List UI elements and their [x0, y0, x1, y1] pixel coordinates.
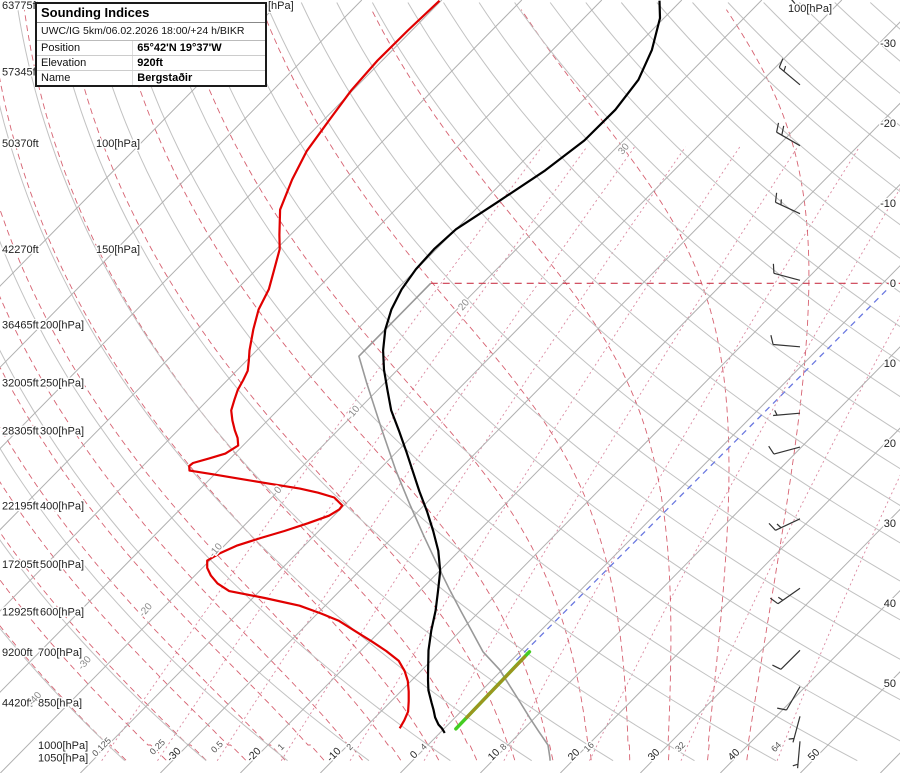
altitude-label: 63775ft — [2, 0, 39, 12]
temperature-curve — [382, 0, 662, 734]
altitude-label: 17205ft — [2, 559, 39, 571]
info-row-label: Position — [37, 41, 134, 56]
adiabat-label: 10 — [347, 403, 363, 419]
info-row-value: 920ft — [132, 55, 265, 71]
wind-barb — [768, 518, 801, 531]
pressure-label: 1050[hPa] — [38, 753, 88, 765]
wind-barb — [777, 686, 801, 711]
adiabat-label: 30 — [616, 141, 632, 157]
altitude-label: 12925ft — [2, 606, 39, 618]
wind-barb — [768, 445, 801, 455]
info-row-value: 65°42'N 19°37'W — [132, 41, 265, 56]
axis-labels-left: 63775ft [hPa] 57345ft 50370ft 100[hPa] 42270f… — [1, 0, 296, 766]
wind-barb — [778, 58, 801, 86]
mixing-ratio-label: 0.25 — [148, 737, 167, 756]
pressure-label: 600[hPa] — [40, 606, 84, 618]
wind-barb — [792, 741, 801, 769]
wind-barb — [788, 716, 801, 743]
pressure-label: 200[hPa] — [40, 319, 84, 331]
right-temp-label: 20 — [884, 438, 896, 450]
info-row-label: Name — [37, 70, 134, 85]
bottom-temp-label: -20 — [244, 745, 263, 764]
altitude-label: 36465ft — [2, 319, 39, 331]
right-temp-label: 50 — [884, 678, 896, 690]
mixing-ratio-label: 64 — [769, 740, 783, 754]
dewpoint-curve — [188, 0, 441, 729]
pressure-label: 850[hPa] — [38, 698, 82, 710]
altitude-label: 28305ft — [2, 425, 39, 437]
altitude-label: 42270ft — [2, 244, 39, 256]
pressure-label: 250[hPa] — [40, 378, 84, 390]
altitude-label: 4420ft — [2, 698, 33, 710]
pressure-label: 100[hPa] — [96, 138, 140, 150]
info-row: Position 65°42'N 19°37'W — [37, 41, 265, 56]
wind-barb — [770, 335, 801, 348]
right-temp-label: -20 — [880, 118, 896, 130]
pressure-label: 1000[hPa] — [38, 740, 88, 752]
wind-barb — [776, 122, 801, 147]
bottom-temp-label: 20 — [566, 746, 583, 763]
right-temp-label: 30 — [884, 518, 896, 530]
wind-barb — [773, 410, 801, 417]
bottom-temp-label: 40 — [726, 746, 743, 763]
mixing-ratio-label: 1 — [276, 742, 287, 753]
axis-labels-bottom: -30 -20 -10 0 10 20 30 40 50 — [163, 744, 824, 766]
wind-barb — [772, 263, 801, 281]
model-run-line: UWC/IG 5km/06.02.2026 18:00/+24 h/BIKR — [37, 23, 265, 41]
right-temp-label: -10 — [880, 198, 896, 210]
sounding-indices-panel: Sounding Indices UWC/IG 5km/06.02.2026 1… — [35, 2, 267, 87]
altitude-label: 32005ft — [2, 378, 39, 390]
right-temp-label: 0 — [890, 278, 896, 290]
pressure-label: 300[hPa] — [40, 425, 84, 437]
panel-title: Sounding Indices — [37, 4, 265, 23]
station-info-table: Position 65°42'N 19°37'W Elevation 920ft Nam… — [37, 41, 265, 85]
info-row: Name Bergstaðir — [37, 70, 265, 85]
pressure-label: 500[hPa] — [40, 559, 84, 571]
pressure-column-label: 100[hPa] — [788, 3, 832, 15]
wind-barb — [774, 192, 801, 215]
bottom-temp-label: 50 — [806, 746, 823, 763]
mixing-ratio-grid — [101, 146, 900, 761]
pressure-label: 700[hPa] — [38, 647, 82, 659]
right-temp-label: 10 — [884, 358, 896, 370]
right-temp-label: 40 — [884, 598, 896, 610]
axis-labels-right: -30 -20 -10 0 10 20 30 40 50 — [879, 37, 898, 692]
moist-adiabat-grid — [0, 9, 810, 761]
info-row-label: Elevation — [37, 55, 134, 71]
right-temp-label: -30 — [880, 38, 896, 50]
wind-barb — [791, 0, 801, 10]
altitude-label: 57345ft — [2, 66, 39, 78]
adiabat-label: 20 — [456, 297, 472, 313]
altitude-label: 50370ft — [2, 138, 39, 150]
pressure-label: 400[hPa] — [40, 500, 84, 512]
bottom-temp-label: 10 — [486, 746, 503, 763]
adiabat-label: -10 — [207, 541, 225, 559]
pressure-label: [hPa] — [268, 0, 294, 12]
altitude-label: 22195ft — [2, 500, 39, 512]
info-row-value: Bergstaðir — [137, 72, 193, 84]
mixing-ratio-label: 8 — [498, 742, 509, 753]
wind-barb — [769, 587, 801, 605]
mixing-ratio-label: 0.5 — [209, 739, 225, 755]
pressure-label: 150[hPa] — [96, 244, 140, 256]
bottom-temp-label: -10 — [324, 745, 343, 764]
bottom-temp-label: 30 — [646, 746, 663, 763]
wind-barbs — [768, 0, 801, 769]
wind-barb — [772, 649, 801, 670]
info-row: Elevation 920ft — [37, 55, 265, 71]
bottom-temp-label: -30 — [164, 745, 183, 764]
blue-reference-line — [515, 287, 890, 661]
standard-atmosphere-curve — [358, 282, 551, 761]
adiabat-label: -20 — [137, 601, 155, 619]
top-right-pressure-label: 100[hPa] — [787, 2, 834, 17]
parcel-path-olive — [465, 655, 527, 719]
altitude-label: 9200ft — [2, 647, 33, 659]
mixing-ratio-label: 32 — [673, 740, 687, 754]
